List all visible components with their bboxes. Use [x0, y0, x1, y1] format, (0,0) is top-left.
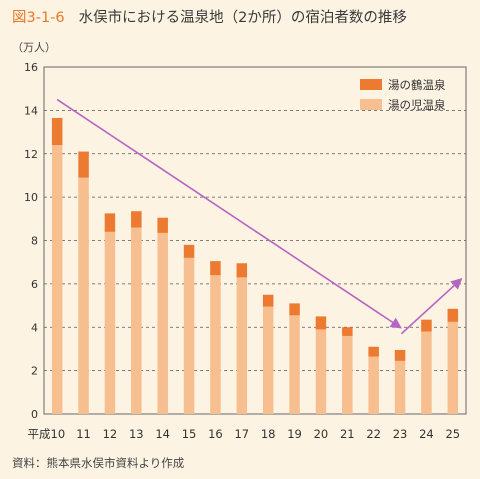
figure-number: 図3-1-6 [12, 10, 65, 26]
bar-yunotsuru [394, 350, 406, 361]
bar-yunotsuru [51, 117, 63, 146]
x-tick-label: 13 [129, 427, 144, 441]
x-tick-label: 22 [366, 427, 381, 441]
y-tick-label: 10 [24, 191, 38, 204]
legend-label: 湯の児温泉 [388, 98, 446, 112]
bar-yunoko [315, 329, 327, 414]
bar-yunotsuru [315, 316, 327, 330]
bar-yunotsuru [78, 151, 89, 178]
y-tick-label: 0 [31, 408, 38, 421]
bar-yunotsuru [104, 213, 116, 232]
bar-yunotsuru [342, 327, 353, 336]
bar-yunoko [183, 257, 195, 414]
bar-yunoko [157, 232, 168, 414]
bar-yunoko [421, 331, 432, 414]
source-note: 資料：熊本県水俣市資料より作成 [12, 456, 185, 470]
bar-yunoko [368, 356, 379, 414]
x-tick-label: 17 [234, 427, 249, 441]
x-tick-label: 24 [419, 427, 434, 441]
y-tick-label: 6 [31, 278, 38, 291]
x-tick-label: 23 [393, 427, 408, 441]
x-tick-label: 25 [445, 427, 460, 441]
bar-yunoko [236, 277, 248, 414]
bar-yunotsuru [262, 294, 274, 307]
y-axis-unit: （万人） [12, 41, 56, 54]
x-tick-label: 16 [208, 427, 223, 441]
bar-yunoko [210, 275, 221, 414]
bar-yunoko [342, 335, 353, 414]
bar-yunoko [447, 321, 459, 414]
y-tick-label: 16 [24, 61, 38, 74]
x-tick-label: 平成10 [28, 427, 66, 441]
bar-yunotsuru [210, 261, 221, 276]
bar-yunotsuru [289, 303, 300, 316]
bar-yunoko [51, 145, 63, 414]
x-tick-label: 11 [76, 427, 91, 441]
bar-yunotsuru [236, 263, 248, 278]
bar-yunoko [262, 306, 274, 414]
legend-swatch [360, 99, 382, 110]
y-tick-label: 2 [31, 365, 38, 378]
bar-yunotsuru [131, 211, 142, 228]
trend-arrow [400, 278, 463, 335]
bar-yunotsuru [157, 217, 168, 233]
y-tick-label: 12 [24, 148, 38, 161]
bar-yunoko [394, 360, 406, 414]
y-tick-label: 8 [31, 235, 38, 248]
trend-arrow [56, 98, 402, 329]
x-tick-label: 14 [155, 427, 170, 441]
bar-yunotsuru [447, 308, 459, 322]
x-tick-label: 18 [261, 427, 276, 441]
legend-label: 湯の鶴温泉 [388, 78, 446, 92]
bar-yunotsuru [421, 319, 432, 332]
x-tick-label: 19 [287, 427, 302, 441]
bar-yunotsuru [368, 346, 379, 357]
figure-title-text: 水俣市における温泉地（2か所）の宿泊者数の推移 [78, 10, 407, 26]
y-tick-label: 14 [24, 104, 38, 117]
x-tick-label: 12 [103, 427, 118, 441]
bar-yunotsuru [183, 244, 195, 258]
x-tick-label: 21 [340, 427, 355, 441]
bar-yunoko [131, 227, 142, 414]
figure-title: 図3-1-6 水俣市における温泉地（2か所）の宿泊者数の推移 [12, 6, 407, 27]
x-tick-label: 20 [314, 427, 329, 441]
bar-yunoko [78, 177, 89, 414]
bar-yunoko [104, 231, 116, 414]
bar-yunoko [289, 315, 300, 414]
legend-swatch [360, 79, 382, 90]
x-tick-label: 15 [182, 427, 197, 441]
y-tick-label: 4 [31, 321, 38, 334]
